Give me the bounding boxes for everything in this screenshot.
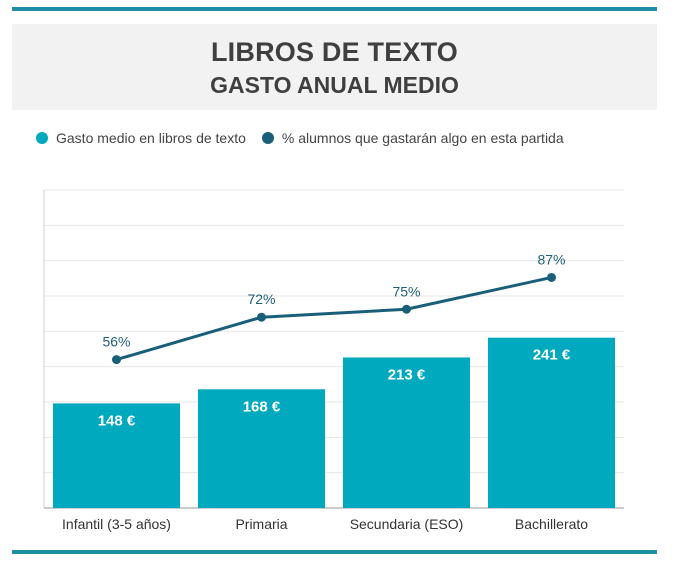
line-point	[112, 355, 121, 365]
bottom-rule	[12, 550, 657, 554]
line-value-label: 72%	[247, 291, 275, 307]
legend-item-bars: Gasto medio en libros de texto	[36, 130, 246, 146]
bar	[343, 357, 470, 508]
bar	[488, 337, 615, 508]
bar-value-label: 241 €	[533, 347, 571, 364]
bar-value-label: 213 €	[388, 366, 426, 383]
line-value-label: 56%	[102, 334, 130, 350]
legend-label-line: % alumnos que gastarán algo en esta part…	[281, 130, 564, 146]
line-point	[402, 304, 411, 314]
line-point	[547, 272, 556, 282]
line-series	[116, 275, 552, 362]
chart-subtitle: GASTO ANUAL MEDIO	[210, 72, 459, 98]
legend: Gasto medio en libros de texto % alumnos…	[36, 130, 580, 146]
bar-value-label: 148 €	[98, 412, 136, 429]
top-rule	[12, 7, 657, 11]
x-tick-label: Bachillerato	[515, 516, 588, 532]
x-tick-label: Primaria	[235, 516, 287, 532]
x-tick-label: Secundaria (ESO)	[350, 516, 464, 532]
legend-swatch-bars	[36, 132, 48, 144]
chart-title: LIBROS DE TEXTO	[210, 37, 459, 67]
bar-value-label: 168 €	[243, 398, 281, 415]
legend-swatch-line	[261, 132, 274, 144]
legend-item-line: % alumnos que gastarán algo en esta part…	[261, 130, 564, 146]
x-tick-label: Infantil (3-5 años)	[62, 516, 171, 532]
line-value-label: 87%	[537, 251, 565, 267]
legend-label-bars: Gasto medio en libros de texto	[56, 130, 246, 146]
bar	[53, 403, 180, 508]
bar	[198, 389, 325, 508]
title-banner: LIBROS DE TEXTO GASTO ANUAL MEDIO	[12, 24, 657, 110]
line-value-label: 75%	[392, 283, 420, 299]
line-point	[257, 312, 266, 322]
